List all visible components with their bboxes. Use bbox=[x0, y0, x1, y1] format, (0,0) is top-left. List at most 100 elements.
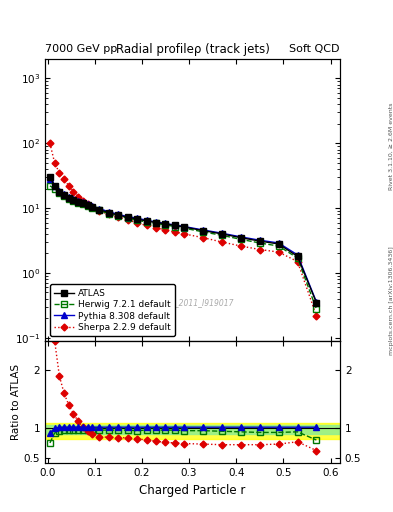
Herwig 7.2.1 default bbox=[66, 196, 71, 202]
ATLAS bbox=[57, 188, 62, 195]
Herwig 7.2.1 default bbox=[62, 193, 66, 199]
Sherpa 2.2.9 default bbox=[135, 220, 140, 226]
ATLAS bbox=[154, 220, 158, 226]
Pythia 8.308 default bbox=[116, 211, 121, 218]
Pythia 8.308 default bbox=[239, 234, 243, 240]
Herwig 7.2.1 default bbox=[116, 213, 121, 219]
Pythia 8.308 default bbox=[71, 196, 76, 202]
Sherpa 2.2.9 default bbox=[295, 259, 300, 265]
Herwig 7.2.1 default bbox=[52, 185, 57, 191]
Herwig 7.2.1 default bbox=[81, 201, 85, 207]
Title: Radial profileρ (track jets): Radial profileρ (track jets) bbox=[116, 44, 270, 56]
Line: Herwig 7.2.1 default: Herwig 7.2.1 default bbox=[47, 183, 319, 312]
Text: ATLAS_2011_I919017: ATLAS_2011_I919017 bbox=[151, 298, 234, 307]
Herwig 7.2.1 default bbox=[173, 223, 177, 229]
Pythia 8.308 default bbox=[163, 220, 168, 226]
X-axis label: Charged Particle r: Charged Particle r bbox=[140, 484, 246, 497]
Pythia 8.308 default bbox=[201, 227, 206, 233]
Sherpa 2.2.9 default bbox=[173, 229, 177, 235]
ATLAS bbox=[125, 215, 130, 221]
ATLAS bbox=[66, 195, 71, 201]
Herwig 7.2.1 default bbox=[135, 217, 140, 223]
Sherpa 2.2.9 default bbox=[154, 225, 158, 231]
Herwig 7.2.1 default bbox=[276, 243, 281, 249]
Pythia 8.308 default bbox=[154, 219, 158, 225]
ATLAS bbox=[52, 183, 57, 189]
Sherpa 2.2.9 default bbox=[57, 170, 62, 176]
Text: mcplots.cern.ch [arXiv:1306.3436]: mcplots.cern.ch [arXiv:1306.3436] bbox=[389, 246, 393, 354]
Sherpa 2.2.9 default bbox=[314, 312, 319, 318]
ATLAS bbox=[90, 204, 95, 210]
ATLAS bbox=[144, 218, 149, 224]
Pythia 8.308 default bbox=[90, 203, 95, 209]
Pythia 8.308 default bbox=[314, 298, 319, 305]
Pythia 8.308 default bbox=[66, 194, 71, 200]
ATLAS bbox=[239, 234, 243, 241]
ATLAS bbox=[314, 300, 319, 306]
Sherpa 2.2.9 default bbox=[125, 217, 130, 223]
Sherpa 2.2.9 default bbox=[85, 201, 90, 207]
Herwig 7.2.1 default bbox=[57, 190, 62, 196]
ATLAS bbox=[220, 231, 224, 237]
ATLAS bbox=[85, 202, 90, 208]
Herwig 7.2.1 default bbox=[125, 215, 130, 221]
Sherpa 2.2.9 default bbox=[220, 239, 224, 245]
Pythia 8.308 default bbox=[182, 223, 187, 229]
Herwig 7.2.1 default bbox=[85, 203, 90, 209]
ATLAS bbox=[201, 227, 206, 233]
Pythia 8.308 default bbox=[107, 209, 111, 215]
Sherpa 2.2.9 default bbox=[116, 215, 121, 221]
Herwig 7.2.1 default bbox=[182, 225, 187, 231]
Herwig 7.2.1 default bbox=[144, 219, 149, 225]
Herwig 7.2.1 default bbox=[257, 240, 262, 246]
ATLAS bbox=[135, 216, 140, 222]
Text: Soft QCD: Soft QCD bbox=[290, 44, 340, 54]
ATLAS bbox=[81, 200, 85, 206]
Sherpa 2.2.9 default bbox=[163, 227, 168, 233]
Sherpa 2.2.9 default bbox=[107, 211, 111, 218]
Bar bbox=[45, 422, 340, 439]
Sherpa 2.2.9 default bbox=[48, 140, 52, 146]
ATLAS bbox=[97, 206, 102, 212]
Line: Pythia 8.308 default: Pythia 8.308 default bbox=[47, 176, 319, 305]
Text: 7000 GeV pp: 7000 GeV pp bbox=[45, 44, 118, 54]
Sherpa 2.2.9 default bbox=[52, 160, 57, 166]
ATLAS bbox=[276, 241, 281, 247]
Herwig 7.2.1 default bbox=[48, 183, 52, 189]
Sherpa 2.2.9 default bbox=[81, 198, 85, 204]
Pythia 8.308 default bbox=[85, 201, 90, 207]
ATLAS bbox=[182, 224, 187, 230]
Pythia 8.308 default bbox=[295, 252, 300, 258]
Sherpa 2.2.9 default bbox=[182, 231, 187, 237]
Pythia 8.308 default bbox=[97, 206, 102, 212]
Pythia 8.308 default bbox=[52, 183, 57, 189]
Sherpa 2.2.9 default bbox=[76, 194, 81, 200]
Sherpa 2.2.9 default bbox=[257, 246, 262, 252]
ATLAS bbox=[173, 222, 177, 228]
Pythia 8.308 default bbox=[276, 240, 281, 246]
Herwig 7.2.1 default bbox=[71, 198, 76, 204]
Herwig 7.2.1 default bbox=[107, 210, 111, 217]
ATLAS bbox=[295, 253, 300, 260]
ATLAS bbox=[163, 221, 168, 227]
Herwig 7.2.1 default bbox=[239, 236, 243, 242]
Sherpa 2.2.9 default bbox=[97, 208, 102, 214]
Pythia 8.308 default bbox=[57, 188, 62, 194]
Herwig 7.2.1 default bbox=[163, 222, 168, 228]
Herwig 7.2.1 default bbox=[76, 200, 81, 206]
Pythia 8.308 default bbox=[81, 199, 85, 205]
Sherpa 2.2.9 default bbox=[144, 222, 149, 228]
Pythia 8.308 default bbox=[220, 230, 224, 237]
ATLAS bbox=[257, 238, 262, 244]
Herwig 7.2.1 default bbox=[97, 207, 102, 214]
Sherpa 2.2.9 default bbox=[90, 204, 95, 210]
Pythia 8.308 default bbox=[135, 215, 140, 221]
Pythia 8.308 default bbox=[62, 191, 66, 197]
Herwig 7.2.1 default bbox=[90, 204, 95, 210]
Line: Sherpa 2.2.9 default: Sherpa 2.2.9 default bbox=[48, 141, 319, 318]
Pythia 8.308 default bbox=[125, 214, 130, 220]
Sherpa 2.2.9 default bbox=[201, 234, 206, 241]
Herwig 7.2.1 default bbox=[201, 229, 206, 235]
Sherpa 2.2.9 default bbox=[276, 249, 281, 255]
ATLAS bbox=[48, 174, 52, 180]
